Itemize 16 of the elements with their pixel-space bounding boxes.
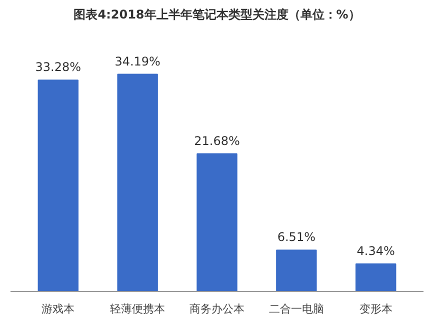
x-tick-label: 商务办公本 — [190, 302, 244, 316]
bar — [355, 263, 396, 292]
x-tick-label: 游戏本 — [42, 302, 75, 316]
x-tick-label: 轻薄便携本 — [110, 302, 166, 316]
bar — [196, 153, 238, 292]
data-label: 6.51% — [277, 230, 316, 244]
bar — [117, 74, 158, 292]
data-label: 21.68% — [194, 134, 240, 148]
chart-title: 图表4:2018年上半年笔记本类型关注度（单位：%） — [74, 8, 360, 22]
bar — [38, 80, 79, 292]
bar — [276, 250, 317, 292]
data-label: 4.34% — [356, 244, 395, 258]
x-tick-label: 变形本 — [359, 302, 392, 316]
data-label: 34.19% — [114, 54, 160, 68]
x-tick-label: 二合一电脑 — [268, 302, 324, 316]
data-label: 33.28% — [35, 60, 82, 74]
